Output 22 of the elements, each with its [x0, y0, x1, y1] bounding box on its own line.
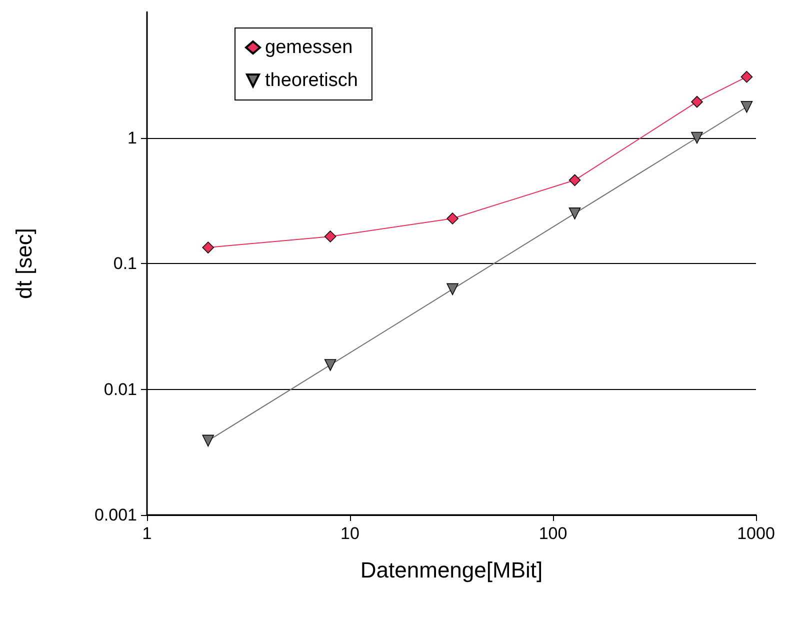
- point: [568, 174, 581, 186]
- y-tick-label: 0.01: [104, 380, 137, 399]
- point: [691, 96, 703, 108]
- point: [568, 208, 581, 220]
- y-tick-label: 1: [128, 128, 137, 148]
- y-tick-label: 0.1: [113, 254, 137, 273]
- point: [446, 212, 458, 224]
- point: [691, 132, 703, 144]
- y-axis-title: dt [sec]: [12, 228, 36, 299]
- point: [324, 230, 336, 242]
- y-tick-label: 0.001: [94, 506, 137, 524]
- x-tick-label: 10: [340, 524, 360, 543]
- point: [446, 283, 458, 296]
- x-axis-title: Datenmenge[MBit]: [360, 558, 543, 582]
- x-tick-label: 1: [142, 524, 152, 543]
- point: [324, 359, 336, 371]
- x-tick-label: 100: [538, 524, 568, 543]
- x-tick-label: 1000: [737, 524, 775, 543]
- point: [202, 434, 214, 447]
- legend-label: theoretisch: [265, 70, 358, 91]
- point: [202, 242, 214, 254]
- legend-label: gemessen: [265, 37, 353, 58]
